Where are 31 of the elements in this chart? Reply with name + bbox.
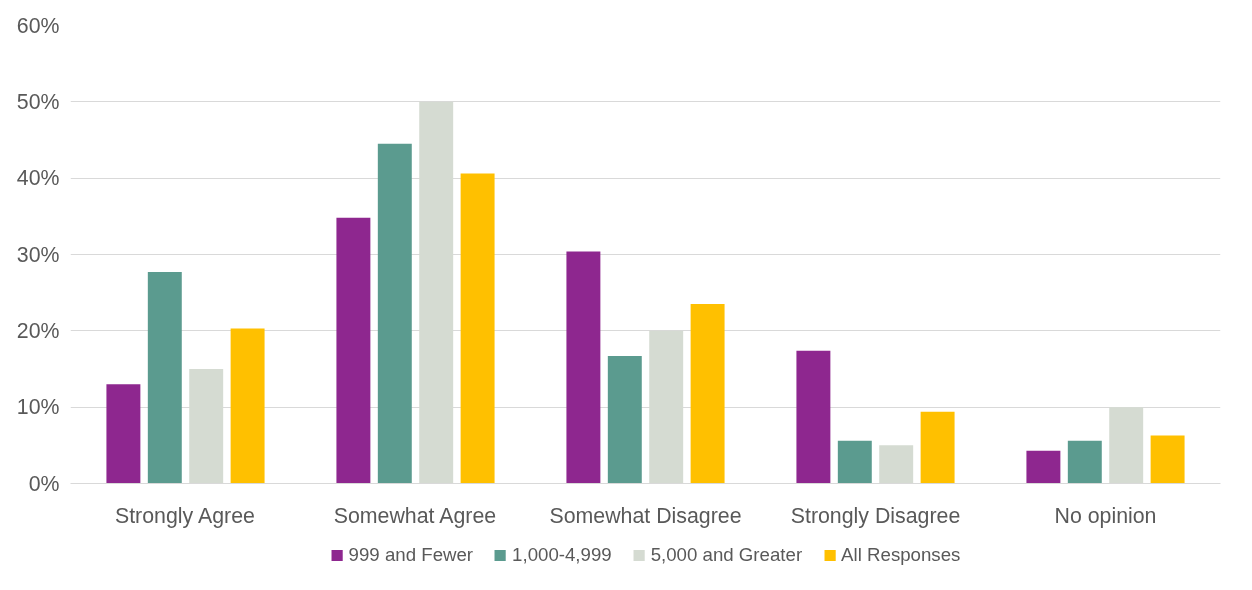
x-tick-label: Somewhat Agree xyxy=(333,503,497,528)
bar xyxy=(566,251,601,484)
bar xyxy=(837,440,872,484)
x-tick-label: No opinion xyxy=(1054,503,1157,528)
bar xyxy=(377,143,412,484)
bar xyxy=(460,173,495,484)
y-tick-label: 30% xyxy=(16,242,60,267)
bar xyxy=(690,304,725,484)
bar xyxy=(147,272,182,484)
bar xyxy=(796,350,831,484)
y-tick-label: 10% xyxy=(16,395,60,420)
legend-label: 1,000-4,999 xyxy=(512,544,612,566)
bar xyxy=(1026,450,1061,484)
legend-label: All Responses xyxy=(841,544,961,566)
y-tick-label: 40% xyxy=(16,166,60,191)
bar xyxy=(106,384,141,484)
bar xyxy=(1067,440,1102,484)
y-tick-label: 0% xyxy=(28,471,60,496)
bar xyxy=(230,328,265,484)
bar xyxy=(1150,435,1185,484)
x-tick-label: Strongly Agree xyxy=(114,503,255,528)
bar xyxy=(336,217,371,484)
y-tick-label: 50% xyxy=(16,89,60,114)
bar xyxy=(607,356,642,484)
y-tick-label: 20% xyxy=(16,318,60,343)
legend-label: 5,000 and Greater xyxy=(650,544,803,566)
x-tick-label: Strongly Disagree xyxy=(790,503,961,528)
legend-label: 999 and Fewer xyxy=(348,544,474,566)
x-tick-label: Somewhat Disagree xyxy=(549,503,742,528)
bar xyxy=(920,411,955,484)
y-tick-label: 60% xyxy=(16,13,60,38)
